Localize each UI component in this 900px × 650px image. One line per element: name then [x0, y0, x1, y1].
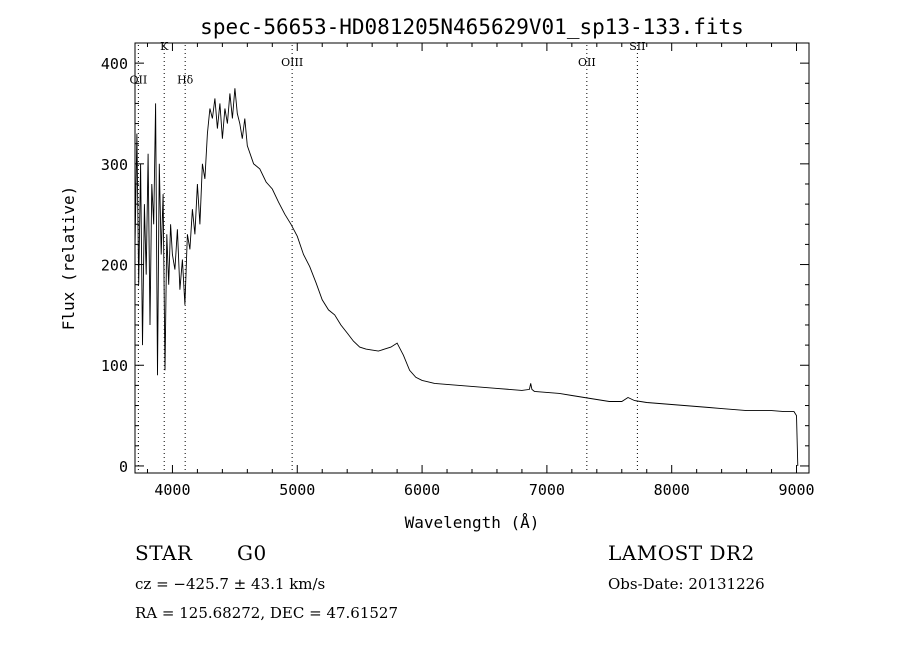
y-tick-label: 200: [101, 257, 128, 275]
spectral-line-markers: OII K Hδ OIII OII SII: [130, 40, 645, 473]
spectral-line-label: OIII: [281, 56, 303, 69]
spectral-line-label: K: [160, 40, 169, 53]
y-tick-label: 100: [101, 357, 128, 375]
chart-title: spec-56653-HD081205N465629V01_sp13-133.f…: [200, 15, 744, 39]
axis-ticks: 4000 5000 6000 7000 8000 9000 0 100 200 300 400: [101, 43, 815, 499]
spectral-line-label: OII: [578, 56, 596, 69]
x-tick-label: 7000: [529, 481, 565, 499]
y-tick-label: 400: [101, 55, 128, 73]
object-subclass: G0: [237, 541, 267, 565]
x-tick-label: 5000: [279, 481, 315, 499]
redshift-velocity: cz = −425.7 ± 43.1 km/s: [135, 575, 326, 593]
x-tick-label: 8000: [654, 481, 690, 499]
x-tick-label: 4000: [154, 481, 190, 499]
x-tick-label: 9000: [778, 481, 814, 499]
y-axis-label: Flux (relative): [59, 186, 78, 331]
survey-name: LAMOST DR2: [608, 541, 755, 565]
spectrum-line: [134, 88, 799, 467]
spectral-line-label: OII: [130, 73, 148, 86]
y-tick-label: 0: [119, 458, 128, 476]
observation-date: Obs-Date: 20131226: [608, 575, 765, 593]
spectral-line-label: Hδ: [177, 73, 194, 86]
y-tick-label: 300: [101, 156, 128, 174]
plot-frame: [134, 42, 810, 474]
x-tick-label: 6000: [404, 481, 440, 499]
spectral-line-label: SII: [629, 40, 645, 53]
object-class: STAR: [135, 541, 193, 565]
x-axis-label: Wavelength (Å): [405, 513, 540, 532]
coordinates: RA = 125.68272, DEC = 47.61527: [135, 604, 399, 622]
